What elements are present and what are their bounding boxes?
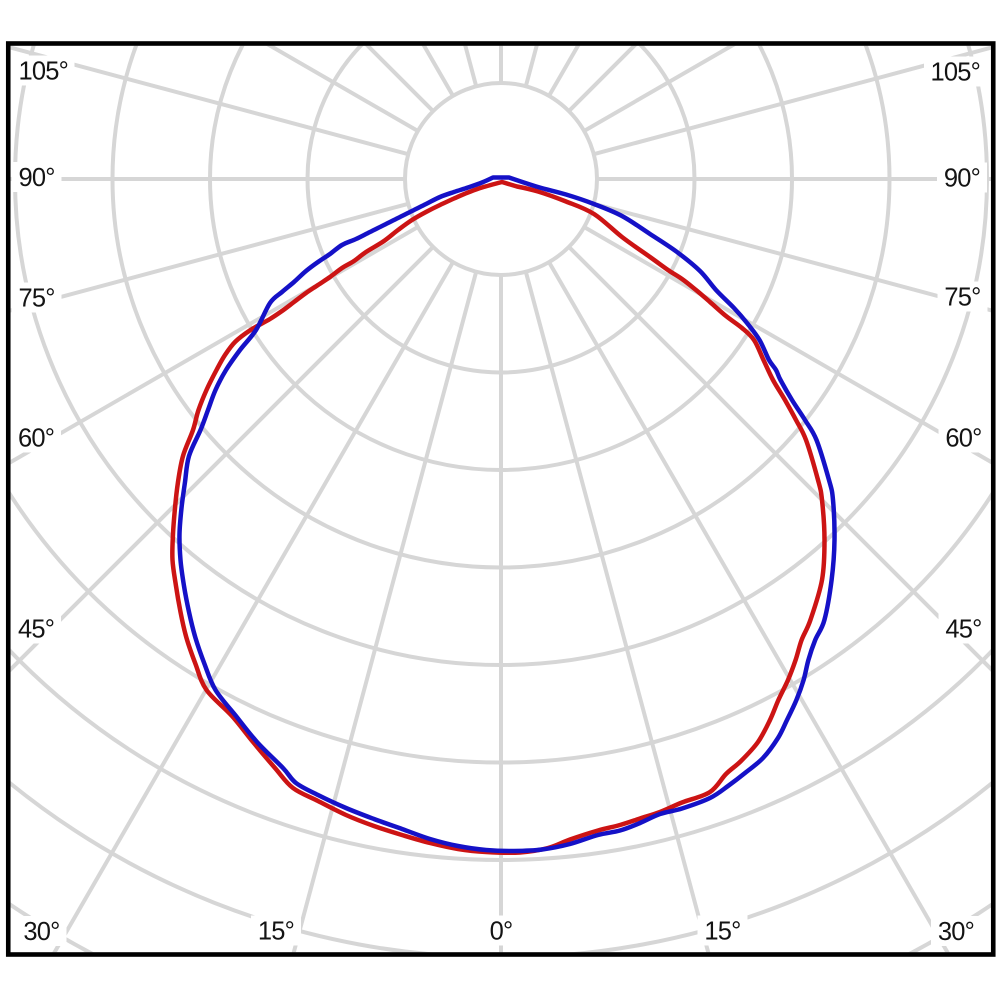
svg-text:15°: 15°: [704, 918, 740, 946]
svg-text:15°: 15°: [258, 918, 294, 946]
svg-text:75°: 75°: [944, 284, 980, 312]
svg-text:60°: 60°: [18, 425, 54, 453]
svg-text:75°: 75°: [19, 285, 55, 313]
svg-text:30°: 30°: [23, 918, 59, 946]
svg-text:90°: 90°: [944, 165, 980, 193]
svg-text:45°: 45°: [945, 616, 981, 644]
svg-text:0°: 0°: [490, 918, 513, 946]
svg-text:105°: 105°: [930, 59, 980, 87]
svg-text:105°: 105°: [19, 58, 69, 86]
svg-text:60°: 60°: [945, 425, 981, 453]
svg-text:30°: 30°: [938, 918, 974, 946]
svg-text:90°: 90°: [19, 164, 55, 192]
svg-text:45°: 45°: [18, 616, 54, 644]
